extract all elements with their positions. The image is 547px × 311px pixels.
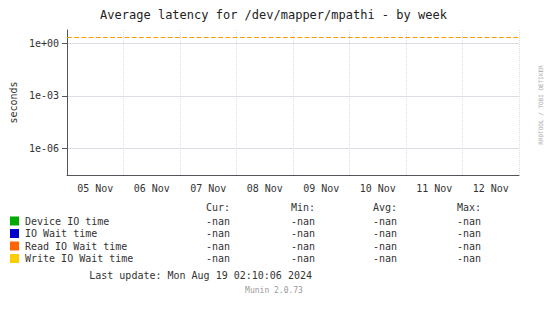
svg-text:12 Nov: 12 Nov xyxy=(473,183,509,194)
svg-text:1e+00: 1e+00 xyxy=(29,38,59,49)
svg-text:-nan: -nan xyxy=(291,253,315,264)
svg-text:07 Nov: 07 Nov xyxy=(190,183,226,194)
svg-text:10 Nov: 10 Nov xyxy=(360,183,396,194)
svg-text:IO Wait time: IO Wait time xyxy=(25,228,97,239)
svg-text:11 Nov: 11 Nov xyxy=(416,183,452,194)
svg-text:seconds: seconds xyxy=(8,81,19,123)
svg-text:Munin 2.0.73: Munin 2.0.73 xyxy=(245,286,303,295)
svg-text:-nan: -nan xyxy=(206,253,230,264)
svg-text:RRDTOOL / TOBI OETIKER: RRDTOOL / TOBI OETIKER xyxy=(537,65,544,145)
svg-text:1e-06: 1e-06 xyxy=(29,143,59,154)
svg-text:-nan: -nan xyxy=(373,253,397,264)
svg-text:-nan: -nan xyxy=(206,228,230,239)
svg-text:-nan: -nan xyxy=(206,241,230,252)
svg-text:-nan: -nan xyxy=(373,228,397,239)
svg-text:09 Nov: 09 Nov xyxy=(303,183,339,194)
svg-text:-nan: -nan xyxy=(291,216,315,227)
svg-text:-nan: -nan xyxy=(373,241,397,252)
svg-text:-nan: -nan xyxy=(206,216,230,227)
svg-text:Write IO Wait time: Write IO Wait time xyxy=(25,253,133,264)
svg-text:Avg:: Avg: xyxy=(373,202,397,213)
svg-text:-nan: -nan xyxy=(457,216,481,227)
svg-text:-nan: -nan xyxy=(457,241,481,252)
svg-text:-nan: -nan xyxy=(457,228,481,239)
svg-text:-nan: -nan xyxy=(291,241,315,252)
svg-text:-nan: -nan xyxy=(373,216,397,227)
svg-text:-nan: -nan xyxy=(291,228,315,239)
svg-text:Average latency for /dev/mappe: Average latency for /dev/mapper/mpathi -… xyxy=(100,8,448,22)
svg-text:08 Nov: 08 Nov xyxy=(247,183,283,194)
svg-text:06 Nov: 06 Nov xyxy=(134,183,170,194)
svg-text:Max:: Max: xyxy=(457,202,481,213)
svg-text:Min:: Min: xyxy=(291,202,315,213)
svg-text:Device IO time: Device IO time xyxy=(25,216,109,227)
svg-text:1e-03: 1e-03 xyxy=(29,90,59,101)
svg-text:Cur:: Cur: xyxy=(206,202,230,213)
svg-text:-nan: -nan xyxy=(457,253,481,264)
svg-text:Last update: Mon Aug 19 02:10:: Last update: Mon Aug 19 02:10:06 2024 xyxy=(89,270,312,281)
svg-text:05 Nov: 05 Nov xyxy=(77,183,113,194)
svg-text:Read IO Wait time: Read IO Wait time xyxy=(25,241,127,252)
